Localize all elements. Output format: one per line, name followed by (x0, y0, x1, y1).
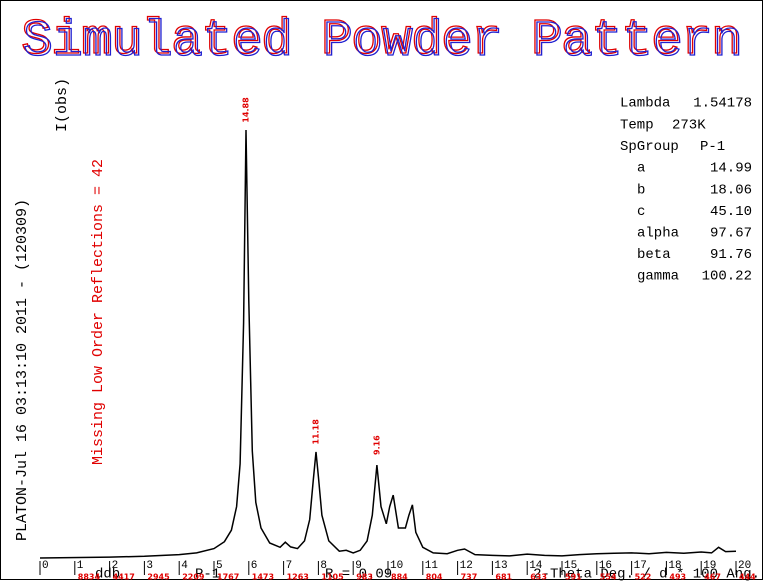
d-label: 681 (495, 573, 512, 581)
peak-label: 14.88 (242, 97, 251, 123)
x-tick-label: 6 (251, 560, 258, 572)
x-tick-label: 13 (494, 560, 507, 572)
missing-note: Missing Low Order Reflections = 42 (90, 159, 107, 465)
d-label: 522 (635, 573, 652, 581)
cell-value: 18.06 (710, 182, 752, 198)
d-label: 983 (356, 573, 373, 581)
d-label: 633 (530, 573, 547, 581)
d-label: 467 (704, 573, 721, 581)
chart-title: Simulated Powder Pattern (21, 12, 741, 69)
x-tick-label: 16 (599, 560, 612, 572)
y-axis-label: I(obs) (54, 78, 71, 132)
x-tick-label: 18 (668, 560, 681, 572)
x-tick-label: 2 (112, 560, 119, 572)
x-tick-label: 4 (181, 560, 188, 572)
cell-value: 100.22 (702, 269, 752, 285)
x-tick-label: 1 (77, 560, 84, 572)
cell-label: b (637, 182, 645, 198)
x-tick-label: 14 (529, 560, 543, 572)
d-label: 1767 (217, 573, 239, 581)
x-tick-label: 7 (286, 560, 293, 572)
d-label: 737 (461, 573, 478, 581)
peak-label: 11.18 (311, 419, 320, 445)
footer-left: ddb (95, 567, 120, 581)
x-tick-label: 5 (216, 560, 223, 572)
d-label: 1263 (287, 573, 309, 581)
footer-r-factor: R = 0.09 (325, 567, 392, 581)
cell-value: 97.67 (710, 226, 752, 242)
d-label: 1105 (321, 573, 344, 581)
d-label: 2209 (182, 573, 205, 581)
cell-value: 45.10 (710, 204, 752, 220)
x-tick-label: 17 (634, 560, 647, 572)
chart-title: Simulated Powder Pattern (23, 14, 743, 71)
info-label: Temp (620, 117, 654, 133)
info-label: Lambda (620, 96, 670, 112)
d-label: 884 (391, 573, 408, 581)
x-tick-label: 11 (425, 560, 439, 572)
d-label: 4417 (113, 573, 135, 581)
d-label: 554 (600, 573, 617, 581)
info-value: 273K (672, 117, 706, 133)
cell-label: c (637, 204, 645, 220)
cell-label: beta (637, 247, 671, 263)
x-tick-label: 9 (355, 560, 362, 572)
program-line: PLATON-Jul 16 03:13:10 2011 - (120309) (14, 199, 31, 541)
x-tick-label: 0 (42, 560, 49, 572)
x-axis-label: 2-Theta Deg. / d * 100 Ang. (533, 567, 760, 581)
cell-label: alpha (637, 226, 679, 242)
x-tick-label: 3 (146, 560, 153, 572)
info-value: 1.54178 (693, 96, 752, 112)
cell-value: 14.99 (710, 161, 752, 177)
d-label: 8834 (78, 573, 101, 581)
d-label: 804 (426, 573, 443, 581)
d-label: 493 (669, 573, 686, 581)
x-tick-label: 15 (564, 560, 577, 572)
cell-label: gamma (637, 269, 679, 285)
cell-label: a (637, 161, 645, 177)
info-value: P-1 (700, 139, 725, 155)
x-tick-label: 10 (390, 560, 403, 572)
d-label: 2945 (147, 573, 170, 581)
x-tick-label: 8 (320, 560, 327, 572)
d-label: 1473 (252, 573, 274, 581)
pattern-line (39, 129, 737, 559)
info-label: SpGroup (620, 139, 679, 155)
x-tick-label: 12 (460, 560, 473, 572)
x-tick-label: 20 (738, 560, 751, 572)
d-label: 591 (565, 573, 582, 581)
peak-label: 9.16 (372, 435, 381, 455)
d-label: 444 (739, 573, 756, 581)
cell-value: 91.76 (710, 247, 752, 263)
x-tick-label: 19 (703, 560, 716, 572)
